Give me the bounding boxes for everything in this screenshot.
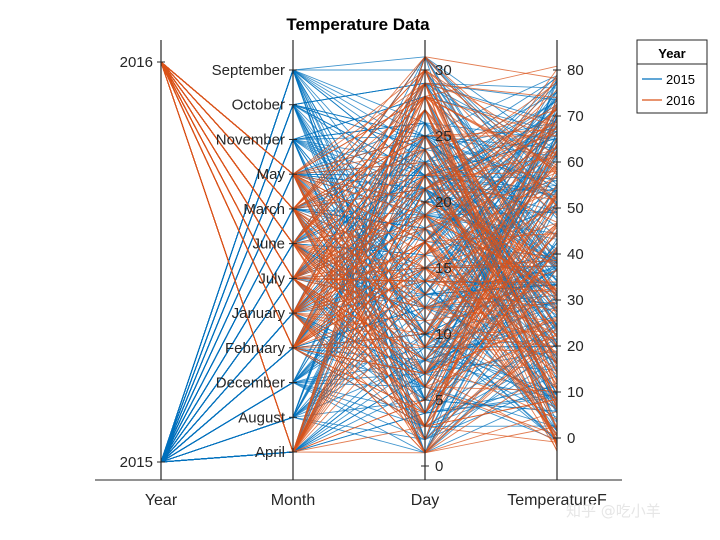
tick-label-temperaturef: 60 — [567, 154, 584, 171]
axis-title-day: Day — [411, 492, 439, 509]
tick-label-month: January — [232, 305, 286, 322]
axis-title-month: Month — [271, 492, 315, 509]
legend[interactable]: Year 2015 2016 — [636, 39, 708, 114]
series-2016-line — [160, 61, 558, 335]
series-2015-line — [160, 161, 558, 463]
tick-label-day: 15 — [435, 260, 452, 277]
series-2015-line — [160, 68, 558, 463]
tick-label-month: April — [255, 444, 285, 461]
axes-group: 20152016YearAprilAugustDecemberFebruaryJ… — [120, 40, 607, 509]
legend-box — [636, 39, 708, 114]
tick-label-month: March — [243, 201, 285, 218]
tick-label-temperaturef: 0 — [567, 430, 575, 447]
tick-label-month: December — [216, 375, 285, 392]
tick-label-month: October — [232, 97, 285, 114]
series-2016-line — [160, 61, 558, 436]
tick-label-year: 2015 — [120, 454, 153, 471]
series-2015-line — [160, 103, 558, 463]
tick-label-month: May — [257, 166, 286, 183]
chart-title: Temperature Data — [286, 15, 430, 34]
axis-title-temperaturef: TemperatureF — [507, 492, 607, 509]
legend-label-2015: 2015 — [666, 72, 695, 87]
tick-label-day: 0 — [435, 458, 443, 475]
tick-label-month: August — [238, 409, 286, 426]
tick-label-day: 20 — [435, 194, 452, 211]
tick-label-month: November — [216, 131, 285, 148]
tick-label-day: 10 — [435, 326, 452, 343]
legend-title: Year — [658, 46, 685, 61]
legend-label-2016: 2016 — [666, 93, 695, 108]
tick-label-temperaturef: 80 — [567, 62, 584, 79]
watermark: 知乎 @吃小羊 — [566, 502, 661, 520]
series-2016-line — [160, 61, 558, 375]
tick-label-month: February — [225, 340, 286, 357]
axis-title-year: Year — [145, 492, 178, 509]
series-2016-line — [160, 61, 558, 336]
series-2016-line — [160, 61, 558, 375]
tick-label-day: 25 — [435, 128, 452, 145]
tick-label-temperaturef: 20 — [567, 338, 584, 355]
tick-label-year: 2016 — [120, 54, 153, 71]
series-2016-lines — [160, 55, 558, 454]
series-2016-line — [160, 61, 558, 374]
tick-label-month: September — [212, 62, 285, 79]
tick-label-day: 30 — [435, 62, 452, 79]
tick-label-temperaturef: 50 — [567, 200, 584, 217]
series-2016-line — [160, 61, 558, 453]
tick-label-day: 5 — [435, 392, 443, 409]
tick-label-month: July — [258, 270, 285, 287]
tick-label-temperaturef: 30 — [567, 292, 584, 309]
tick-label-temperaturef: 10 — [567, 384, 584, 401]
tick-label-temperaturef: 70 — [567, 108, 584, 125]
tick-label-month: June — [252, 236, 285, 253]
tick-label-temperaturef: 40 — [567, 246, 584, 263]
